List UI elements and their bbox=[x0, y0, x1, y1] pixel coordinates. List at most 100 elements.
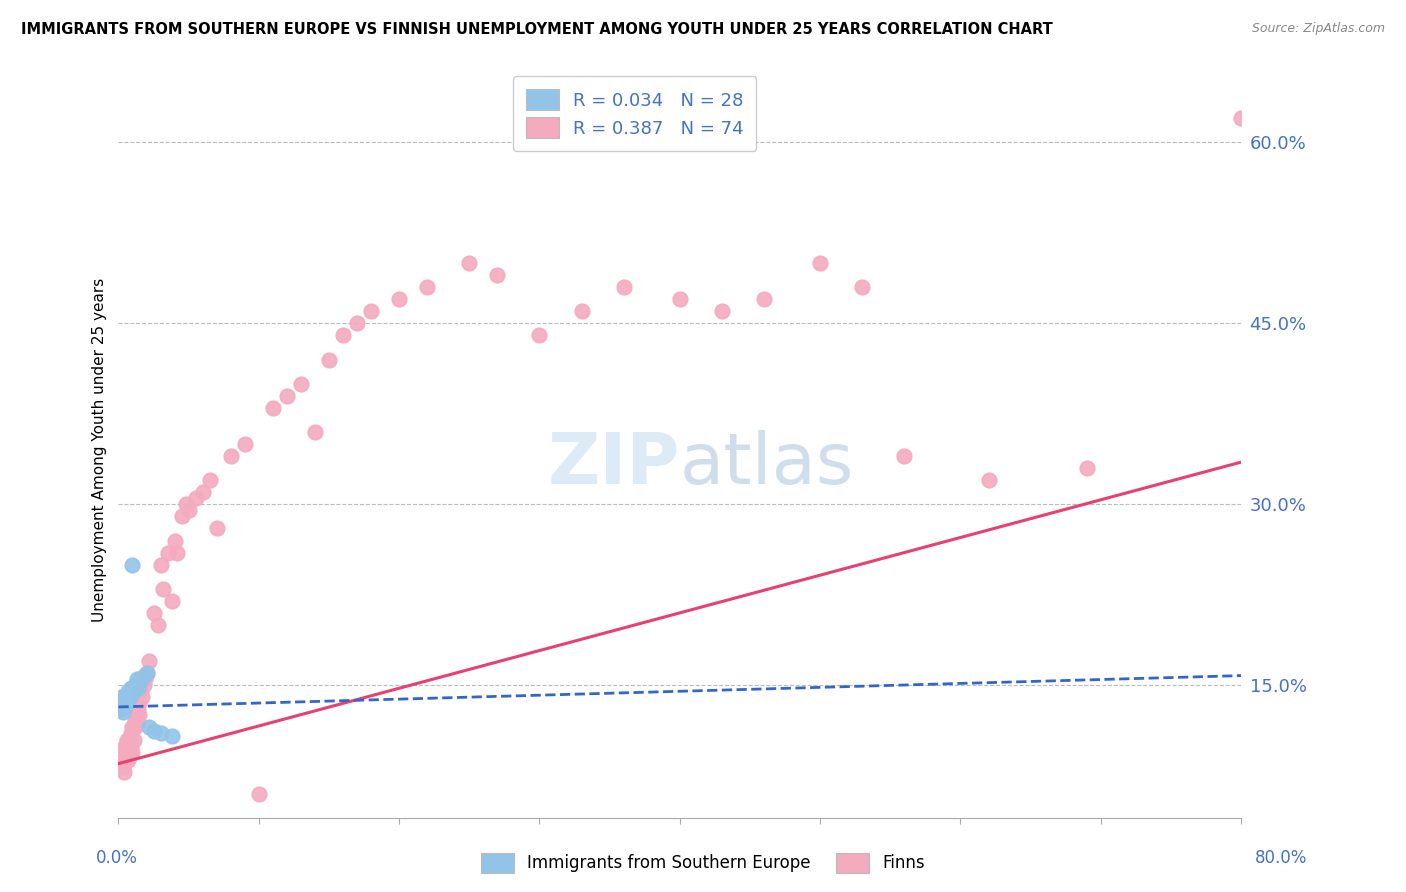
Point bbox=[114, 739, 136, 753]
Point bbox=[120, 739, 142, 753]
Point bbox=[233, 437, 256, 451]
Point bbox=[160, 729, 183, 743]
Point bbox=[108, 696, 131, 710]
Point bbox=[115, 688, 138, 702]
Point bbox=[146, 618, 169, 632]
Y-axis label: Unemployment Among Youth under 25 years: Unemployment Among Youth under 25 years bbox=[93, 278, 107, 622]
Point bbox=[117, 753, 139, 767]
Point bbox=[110, 756, 132, 771]
Point bbox=[114, 690, 136, 705]
Point bbox=[290, 376, 312, 391]
Point bbox=[131, 690, 153, 705]
Point bbox=[138, 721, 160, 735]
Point bbox=[121, 745, 143, 759]
Point bbox=[108, 750, 131, 764]
Point bbox=[114, 698, 136, 713]
Point bbox=[149, 726, 172, 740]
Point bbox=[276, 389, 298, 403]
Legend: Immigrants from Southern Europe, Finns: Immigrants from Southern Europe, Finns bbox=[474, 847, 932, 880]
Point bbox=[571, 304, 593, 318]
Point bbox=[125, 708, 148, 723]
Point bbox=[142, 606, 165, 620]
Point bbox=[111, 745, 134, 759]
Point bbox=[115, 695, 138, 709]
Point bbox=[458, 256, 481, 270]
Point bbox=[115, 745, 138, 759]
Point bbox=[160, 594, 183, 608]
Point bbox=[115, 732, 138, 747]
Point bbox=[142, 724, 165, 739]
Point bbox=[135, 666, 157, 681]
Point bbox=[219, 449, 242, 463]
Point bbox=[110, 690, 132, 705]
Point bbox=[669, 292, 692, 306]
Point bbox=[174, 497, 197, 511]
Point bbox=[127, 702, 149, 716]
Point bbox=[122, 684, 145, 698]
Point bbox=[808, 256, 831, 270]
Point bbox=[118, 690, 141, 705]
Point bbox=[117, 692, 139, 706]
Point bbox=[120, 681, 142, 695]
Point bbox=[184, 491, 207, 506]
Point bbox=[138, 654, 160, 668]
Point bbox=[122, 732, 145, 747]
Point bbox=[710, 304, 733, 318]
Text: ZIP: ZIP bbox=[547, 430, 681, 500]
Point bbox=[388, 292, 411, 306]
Point bbox=[120, 726, 142, 740]
Point bbox=[149, 558, 172, 572]
Point bbox=[129, 672, 152, 686]
Point bbox=[112, 765, 135, 780]
Point bbox=[111, 696, 134, 710]
Point bbox=[124, 678, 146, 692]
Point bbox=[118, 732, 141, 747]
Point bbox=[613, 280, 636, 294]
Point bbox=[247, 787, 270, 801]
Point bbox=[110, 702, 132, 716]
Text: 80.0%: 80.0% bbox=[1256, 849, 1308, 867]
Point bbox=[135, 666, 157, 681]
Point bbox=[111, 705, 134, 719]
Point bbox=[128, 708, 150, 723]
Point bbox=[127, 681, 149, 695]
Point bbox=[111, 760, 134, 774]
Text: Source: ZipAtlas.com: Source: ZipAtlas.com bbox=[1251, 22, 1385, 36]
Point bbox=[1230, 112, 1253, 126]
Point bbox=[134, 672, 156, 686]
Point bbox=[332, 328, 354, 343]
Point bbox=[166, 545, 188, 559]
Point bbox=[121, 558, 143, 572]
Point bbox=[1076, 461, 1098, 475]
Point bbox=[132, 678, 155, 692]
Point bbox=[198, 473, 221, 487]
Text: 0.0%: 0.0% bbox=[96, 849, 138, 867]
Point bbox=[125, 672, 148, 686]
Point bbox=[152, 582, 174, 596]
Point bbox=[191, 485, 214, 500]
Point bbox=[117, 684, 139, 698]
Point bbox=[124, 714, 146, 729]
Point bbox=[112, 753, 135, 767]
Point bbox=[177, 503, 200, 517]
Point bbox=[132, 668, 155, 682]
Point bbox=[893, 449, 915, 463]
Legend: R = 0.034   N = 28, R = 0.387   N = 74: R = 0.034 N = 28, R = 0.387 N = 74 bbox=[513, 77, 756, 151]
Point bbox=[129, 684, 152, 698]
Point bbox=[170, 509, 193, 524]
Point bbox=[128, 676, 150, 690]
Point bbox=[117, 741, 139, 756]
Point bbox=[124, 721, 146, 735]
Point bbox=[125, 716, 148, 731]
Point bbox=[121, 721, 143, 735]
Point bbox=[262, 401, 284, 415]
Text: atlas: atlas bbox=[681, 430, 855, 500]
Point bbox=[163, 533, 186, 548]
Point bbox=[529, 328, 551, 343]
Point bbox=[114, 748, 136, 763]
Point bbox=[851, 280, 873, 294]
Point bbox=[346, 317, 368, 331]
Point bbox=[416, 280, 439, 294]
Point bbox=[360, 304, 382, 318]
Point bbox=[304, 425, 326, 439]
